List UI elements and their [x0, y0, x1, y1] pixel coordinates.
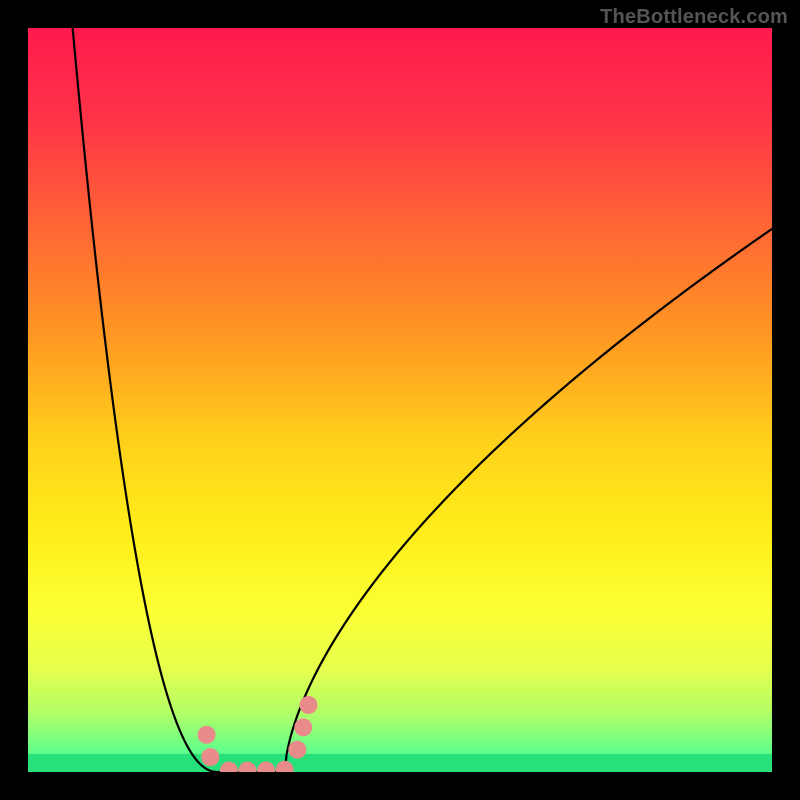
marker-dot — [238, 762, 256, 772]
plot-area — [28, 28, 772, 772]
marker-dot — [257, 762, 275, 772]
marker-dot — [276, 761, 294, 772]
marker-dot — [299, 696, 317, 714]
watermark-text: TheBottleneck.com — [600, 6, 788, 29]
bottleneck-curve — [28, 28, 772, 772]
marker-dot — [288, 741, 306, 759]
marker-dot — [220, 762, 238, 772]
marker-dot — [201, 748, 219, 766]
marker-dot — [198, 726, 216, 744]
marker-dot — [294, 718, 312, 736]
stage: TheBottleneck.com — [0, 0, 800, 800]
curve-path — [73, 28, 772, 772]
